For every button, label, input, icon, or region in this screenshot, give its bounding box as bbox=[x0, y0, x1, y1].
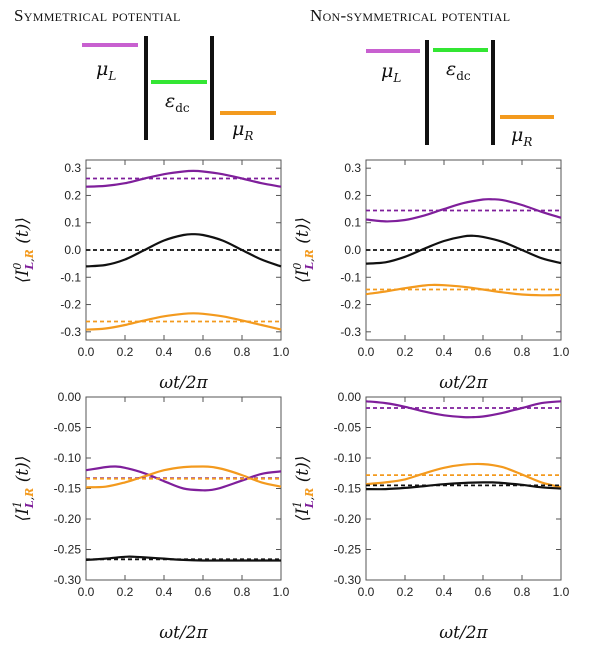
left-column-title: Symmetrical potential bbox=[14, 6, 181, 25]
series-line-purple bbox=[365, 198, 562, 223]
y-tick-label: 0.2 bbox=[64, 188, 81, 202]
y-tick-label: -0.2 bbox=[60, 298, 81, 312]
left-mu-r-label: μR bbox=[232, 118, 254, 143]
x-tick-label: 0.6 bbox=[475, 585, 492, 599]
x-tick-label: 0.8 bbox=[234, 345, 251, 359]
y-axis-label: ⟨I1L,R (t)⟩ bbox=[11, 456, 36, 522]
y-tick-label: -0.3 bbox=[340, 325, 361, 339]
y-tick-label: -0.1 bbox=[60, 270, 81, 284]
y-tick-label: -0.25 bbox=[54, 543, 82, 557]
x-tick-label: 0.2 bbox=[397, 585, 414, 599]
y-tick-label: -0.3 bbox=[60, 325, 81, 339]
x-tick-label: 0.6 bbox=[195, 345, 212, 359]
series-line-purple bbox=[85, 465, 282, 492]
x-tick-label: 1.0 bbox=[273, 585, 290, 599]
y-tick-label: 0.3 bbox=[344, 161, 361, 175]
x-tick-label: 1.0 bbox=[553, 345, 570, 359]
y-axis-label: ⟨I1L,R (t)⟩ bbox=[291, 456, 316, 522]
y-tick-label: -0.30 bbox=[54, 573, 82, 587]
y-tick-label: 0.0 bbox=[344, 243, 361, 257]
y-tick-label: -0.2 bbox=[340, 298, 361, 312]
x-tick-label: 0.8 bbox=[234, 585, 251, 599]
y-tick-label: -0.15 bbox=[334, 482, 362, 496]
x-tick-label: 0.8 bbox=[514, 585, 531, 599]
x-tick-label: 0.0 bbox=[358, 585, 375, 599]
left-eps-label: εdc bbox=[165, 90, 190, 115]
x-tick-label: 0.8 bbox=[514, 345, 531, 359]
x-tick-label: 0.0 bbox=[78, 345, 95, 359]
x-tick-label: 0.6 bbox=[195, 585, 212, 599]
energy-level-diagrams bbox=[82, 36, 554, 145]
x-tick-label: 0.6 bbox=[475, 345, 492, 359]
y-tick-label: -0.15 bbox=[54, 482, 82, 496]
left-mu-l-label: μL bbox=[96, 58, 117, 83]
x-tick-label: 1.0 bbox=[273, 345, 290, 359]
right-eps-label: εdc bbox=[446, 58, 471, 83]
y-tick-label: 0.1 bbox=[344, 216, 361, 230]
y-tick-label: 0.2 bbox=[344, 188, 361, 202]
x-tick-label: 0.2 bbox=[117, 585, 134, 599]
x-tick-label: 0.2 bbox=[117, 345, 134, 359]
series-line-orange bbox=[365, 462, 562, 489]
y-tick-label: -0.10 bbox=[334, 451, 362, 465]
chart-nonsym-I1: 0.0 0.2 0.4 0.6 0.8 1.0 0.00 -0.05 -0.10 -0.15 -0.… bbox=[291, 390, 570, 643]
y-tick-label: -0.20 bbox=[54, 512, 82, 526]
y-tick-label: 0.00 bbox=[338, 390, 362, 404]
x-axis-label: ωt/2π bbox=[159, 623, 208, 643]
y-tick-label: -0.1 bbox=[340, 270, 361, 284]
y-tick-label: -0.05 bbox=[54, 421, 82, 435]
right-mu-l-label: μL bbox=[381, 60, 402, 85]
y-tick-label: 0.1 bbox=[64, 216, 81, 230]
y-tick-label: -0.30 bbox=[334, 573, 362, 587]
right-mu-r-label: μR bbox=[511, 124, 533, 149]
y-tick-label: -0.25 bbox=[334, 543, 362, 557]
x-axis-label: ωt/2π bbox=[159, 373, 208, 393]
chart-nonsym-I0: 0.0 0.2 0.4 0.6 0.8 1.0 -0.3 -0.2 -0.1 0.0 0.1 0.2 0… bbox=[291, 159, 570, 393]
x-tick-label: 0.4 bbox=[436, 345, 453, 359]
right-column-title: Non-symmetrical potential bbox=[310, 6, 511, 25]
y-tick-label: -0.05 bbox=[334, 421, 362, 435]
x-axis-label: ωt/2π bbox=[439, 373, 488, 393]
y-tick-label: 0.00 bbox=[58, 390, 82, 404]
y-tick-label: 0.0 bbox=[64, 243, 81, 257]
y-axis-label: ⟨I0L,R (t)⟩ bbox=[11, 217, 36, 283]
series-line-orange bbox=[85, 465, 282, 489]
x-axis-label: ωt/2π bbox=[439, 623, 488, 643]
y-tick-label: 0.3 bbox=[64, 161, 81, 175]
x-tick-label: 0.4 bbox=[156, 585, 173, 599]
x-tick-label: 1.0 bbox=[553, 585, 570, 599]
chart-sym-I1: 0.0 0.2 0.4 0.6 0.8 1.0 0.00 -0.05 -0.10 -0.15 -0.… bbox=[11, 390, 290, 643]
x-tick-label: 0.4 bbox=[156, 345, 173, 359]
x-tick-label: 0.0 bbox=[358, 345, 375, 359]
y-tick-label: -0.20 bbox=[334, 512, 362, 526]
series-line-purple bbox=[365, 400, 562, 419]
x-tick-label: 0.0 bbox=[78, 585, 95, 599]
y-tick-label: -0.10 bbox=[54, 451, 82, 465]
x-tick-label: 0.2 bbox=[397, 345, 414, 359]
chart-sym-I0: 0.0 0.2 0.4 0.6 0.8 1.0 -0.3 -0.2 -0.1 0.0 0.1 0.2 0… bbox=[11, 159, 290, 393]
x-tick-label: 0.4 bbox=[436, 585, 453, 599]
series-line-orange bbox=[365, 283, 562, 297]
y-axis-label: ⟨I0L,R (t)⟩ bbox=[291, 217, 316, 283]
